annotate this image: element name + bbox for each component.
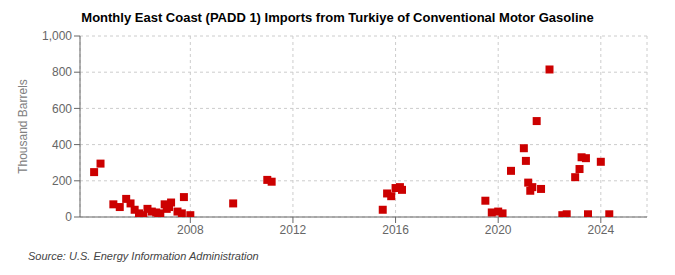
svg-text:200: 200 (52, 174, 72, 188)
svg-text:600: 600 (52, 102, 72, 116)
html-text:Monthly East Coast (PADD 1) Im: Monthly East Coast (PADD 1) Imports from… (81, 10, 594, 25)
svg-text:2016: 2016 (382, 223, 409, 237)
svg-text:2020: 2020 (485, 223, 512, 237)
svg-text:Thousand Barrels: Thousand Barrels (16, 79, 30, 174)
svg-text:1,000: 1,000 (42, 29, 72, 43)
svg-text:0: 0 (65, 210, 72, 224)
svg-text:2008: 2008 (177, 223, 204, 237)
svg-text:400: 400 (52, 138, 72, 152)
html-text:Source: U.S. Energy Informatio: Source: U.S. Energy Information Administ… (28, 250, 259, 262)
svg-text:800: 800 (52, 65, 72, 79)
svg-text:2012: 2012 (280, 223, 307, 237)
svg-text:2024: 2024 (587, 223, 614, 237)
